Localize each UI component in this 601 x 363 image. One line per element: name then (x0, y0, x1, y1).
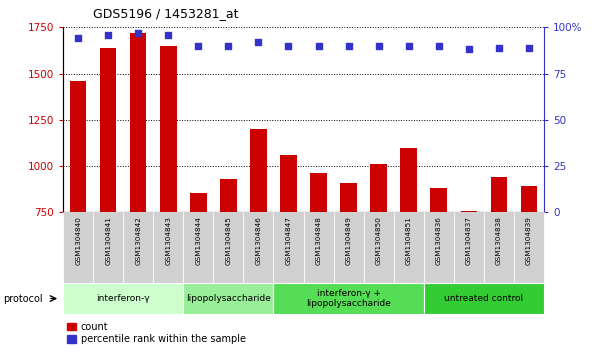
Bar (370, 164, 387, 212)
FancyBboxPatch shape (123, 212, 153, 283)
FancyBboxPatch shape (454, 212, 484, 283)
FancyBboxPatch shape (213, 212, 243, 283)
FancyBboxPatch shape (93, 212, 123, 283)
FancyBboxPatch shape (484, 212, 514, 283)
Text: interferon-γ: interferon-γ (96, 294, 150, 303)
Text: untreated control: untreated control (444, 294, 523, 303)
Text: GSM1304850: GSM1304850 (376, 216, 382, 265)
Point (284, 43, 293, 49)
FancyBboxPatch shape (153, 212, 183, 283)
Point (163, 32, 173, 37)
Bar (250, 129, 267, 212)
Text: protocol: protocol (3, 294, 43, 303)
Text: GSM1304839: GSM1304839 (526, 216, 532, 265)
Point (73, 36, 83, 41)
Bar (460, 211, 477, 212)
FancyBboxPatch shape (514, 212, 544, 283)
Bar (130, 33, 147, 212)
Text: GSM1304844: GSM1304844 (195, 216, 201, 265)
FancyBboxPatch shape (243, 212, 273, 283)
Text: GSM1304836: GSM1304836 (436, 216, 442, 265)
FancyBboxPatch shape (424, 212, 454, 283)
Point (133, 30, 143, 36)
Text: GSM1304851: GSM1304851 (406, 216, 412, 265)
Bar (430, 188, 447, 212)
Bar (340, 183, 357, 212)
Point (494, 45, 504, 50)
Point (404, 43, 413, 49)
FancyBboxPatch shape (273, 283, 424, 314)
Point (254, 39, 263, 45)
Text: GSM1304838: GSM1304838 (496, 216, 502, 265)
Bar (490, 177, 507, 212)
Point (103, 32, 113, 37)
Point (464, 46, 474, 52)
Point (524, 45, 534, 50)
Bar (70, 81, 87, 212)
Text: interferon-γ +
lipopolysaccharide: interferon-γ + lipopolysaccharide (306, 289, 391, 308)
FancyBboxPatch shape (424, 283, 544, 314)
FancyBboxPatch shape (364, 212, 394, 283)
FancyBboxPatch shape (334, 212, 364, 283)
Legend: count, percentile rank within the sample: count, percentile rank within the sample (63, 318, 249, 348)
Bar (280, 155, 297, 212)
Text: GSM1304837: GSM1304837 (466, 216, 472, 265)
FancyBboxPatch shape (394, 212, 424, 283)
Text: GSM1304849: GSM1304849 (346, 216, 352, 265)
FancyBboxPatch shape (63, 283, 183, 314)
Bar (160, 46, 177, 212)
Point (224, 43, 233, 49)
Bar (400, 147, 417, 212)
Point (314, 43, 323, 49)
Text: GSM1304843: GSM1304843 (165, 216, 171, 265)
Point (434, 43, 444, 49)
Text: GSM1304841: GSM1304841 (105, 216, 111, 265)
Point (374, 43, 383, 49)
Bar (520, 187, 537, 212)
Text: GDS5196 / 1453281_at: GDS5196 / 1453281_at (93, 7, 239, 20)
Text: GSM1304848: GSM1304848 (316, 216, 322, 265)
FancyBboxPatch shape (63, 212, 93, 283)
Text: GSM1304845: GSM1304845 (225, 216, 231, 265)
Text: lipopolysaccharide: lipopolysaccharide (186, 294, 271, 303)
Point (344, 43, 353, 49)
Bar (310, 174, 327, 212)
Text: GSM1304842: GSM1304842 (135, 216, 141, 265)
Text: GSM1304840: GSM1304840 (75, 216, 81, 265)
Text: GSM1304847: GSM1304847 (285, 216, 291, 265)
Bar (190, 193, 207, 212)
Point (194, 43, 203, 49)
Bar (220, 179, 237, 212)
FancyBboxPatch shape (183, 283, 273, 314)
Bar (100, 48, 117, 212)
Text: GSM1304846: GSM1304846 (255, 216, 261, 265)
FancyBboxPatch shape (304, 212, 334, 283)
FancyBboxPatch shape (273, 212, 304, 283)
FancyBboxPatch shape (183, 212, 213, 283)
